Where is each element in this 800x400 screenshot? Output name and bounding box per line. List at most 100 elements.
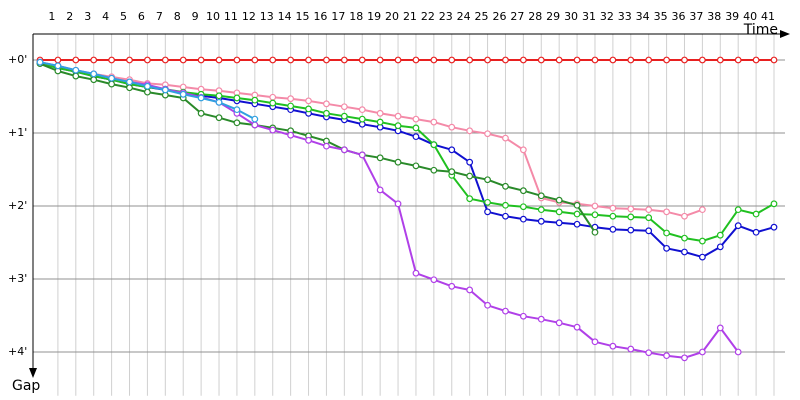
data-point [72,72,80,80]
data-point [376,56,384,64]
data-point [519,312,527,320]
data-point [269,93,277,101]
x-tick-label: 36 [671,10,685,23]
data-point [161,86,169,94]
data-point [663,229,670,237]
data-point [752,210,760,218]
x-tick-label: 26 [492,10,506,23]
data-point [663,244,670,252]
data-point [54,62,62,70]
data-point [681,354,688,362]
data-point [197,94,205,102]
data-point [287,131,295,139]
data-point [555,219,563,227]
data-point [90,56,98,64]
data-point [323,142,330,150]
x-tick-label: 25 [475,10,489,23]
data-point [537,315,545,323]
data-point [716,56,724,64]
data-point [573,220,581,228]
data-point [412,56,420,64]
data-point [323,109,330,117]
data-point [555,319,563,327]
data-point [502,56,509,64]
data-point [591,228,599,236]
data-point [233,119,241,127]
data-point [663,56,670,64]
data-point [36,58,44,66]
x-tick-label: 14 [278,10,292,23]
data-point [609,56,617,64]
x-axis-arrow [780,30,790,38]
plot [36,56,778,362]
data-point [233,56,241,64]
data-point [591,211,599,219]
data-point [233,94,241,102]
data-point [448,146,456,154]
data-point [412,162,420,170]
data-point [394,158,402,166]
data-point [502,201,509,209]
x-tick-label: 15 [296,10,310,23]
data-point [645,349,653,357]
data-point [609,204,617,212]
data-point [645,206,653,214]
data-point [734,222,742,230]
x-tick-label: 33 [618,10,632,23]
data-point [484,301,491,309]
data-point [519,56,527,64]
x-tick-label: 22 [421,10,435,23]
data-point [734,206,742,214]
data-point [394,122,402,130]
data-point [358,56,366,64]
data-point [430,166,438,174]
data-point [627,345,635,353]
x-axis-label: Time [743,22,778,38]
data-point [430,118,438,126]
data-point [251,56,259,64]
y-tick-label: +2' [8,199,27,212]
data-point [305,136,312,144]
data-point [305,105,312,113]
x-tick-label: 21 [403,10,417,23]
data-point [144,88,151,96]
data-point [197,109,205,117]
data-point [502,212,509,220]
data-point [537,217,545,225]
y-tick-label: +3' [8,272,27,285]
data-point [716,231,724,239]
data-point [376,118,384,126]
data-point [484,208,491,216]
data-point [54,56,62,64]
data-point [734,56,742,64]
data-point [698,237,706,245]
data-point [627,213,635,221]
data-point [466,127,474,135]
data-point [573,323,581,331]
data-point [144,56,151,64]
data-point [466,56,474,64]
data-point [448,56,456,64]
data-point [627,226,635,234]
y-tick-label: +4' [8,345,27,358]
data-point [197,56,205,64]
data-point [537,206,545,214]
data-point [645,214,653,222]
data-point [90,76,98,84]
y-tick-label: +0' [8,53,27,66]
data-point [645,227,653,235]
data-point [251,121,259,129]
data-point [698,253,706,261]
data-point [591,338,599,346]
x-tick-label: 27 [510,10,524,23]
data-point [394,200,402,208]
data-point [573,56,581,64]
data-point [752,56,760,64]
data-point [466,286,474,294]
data-point [430,276,438,284]
data-point [412,133,420,141]
data-point [269,99,277,107]
x-tick-label: 39 [725,10,739,23]
data-point [126,78,133,86]
